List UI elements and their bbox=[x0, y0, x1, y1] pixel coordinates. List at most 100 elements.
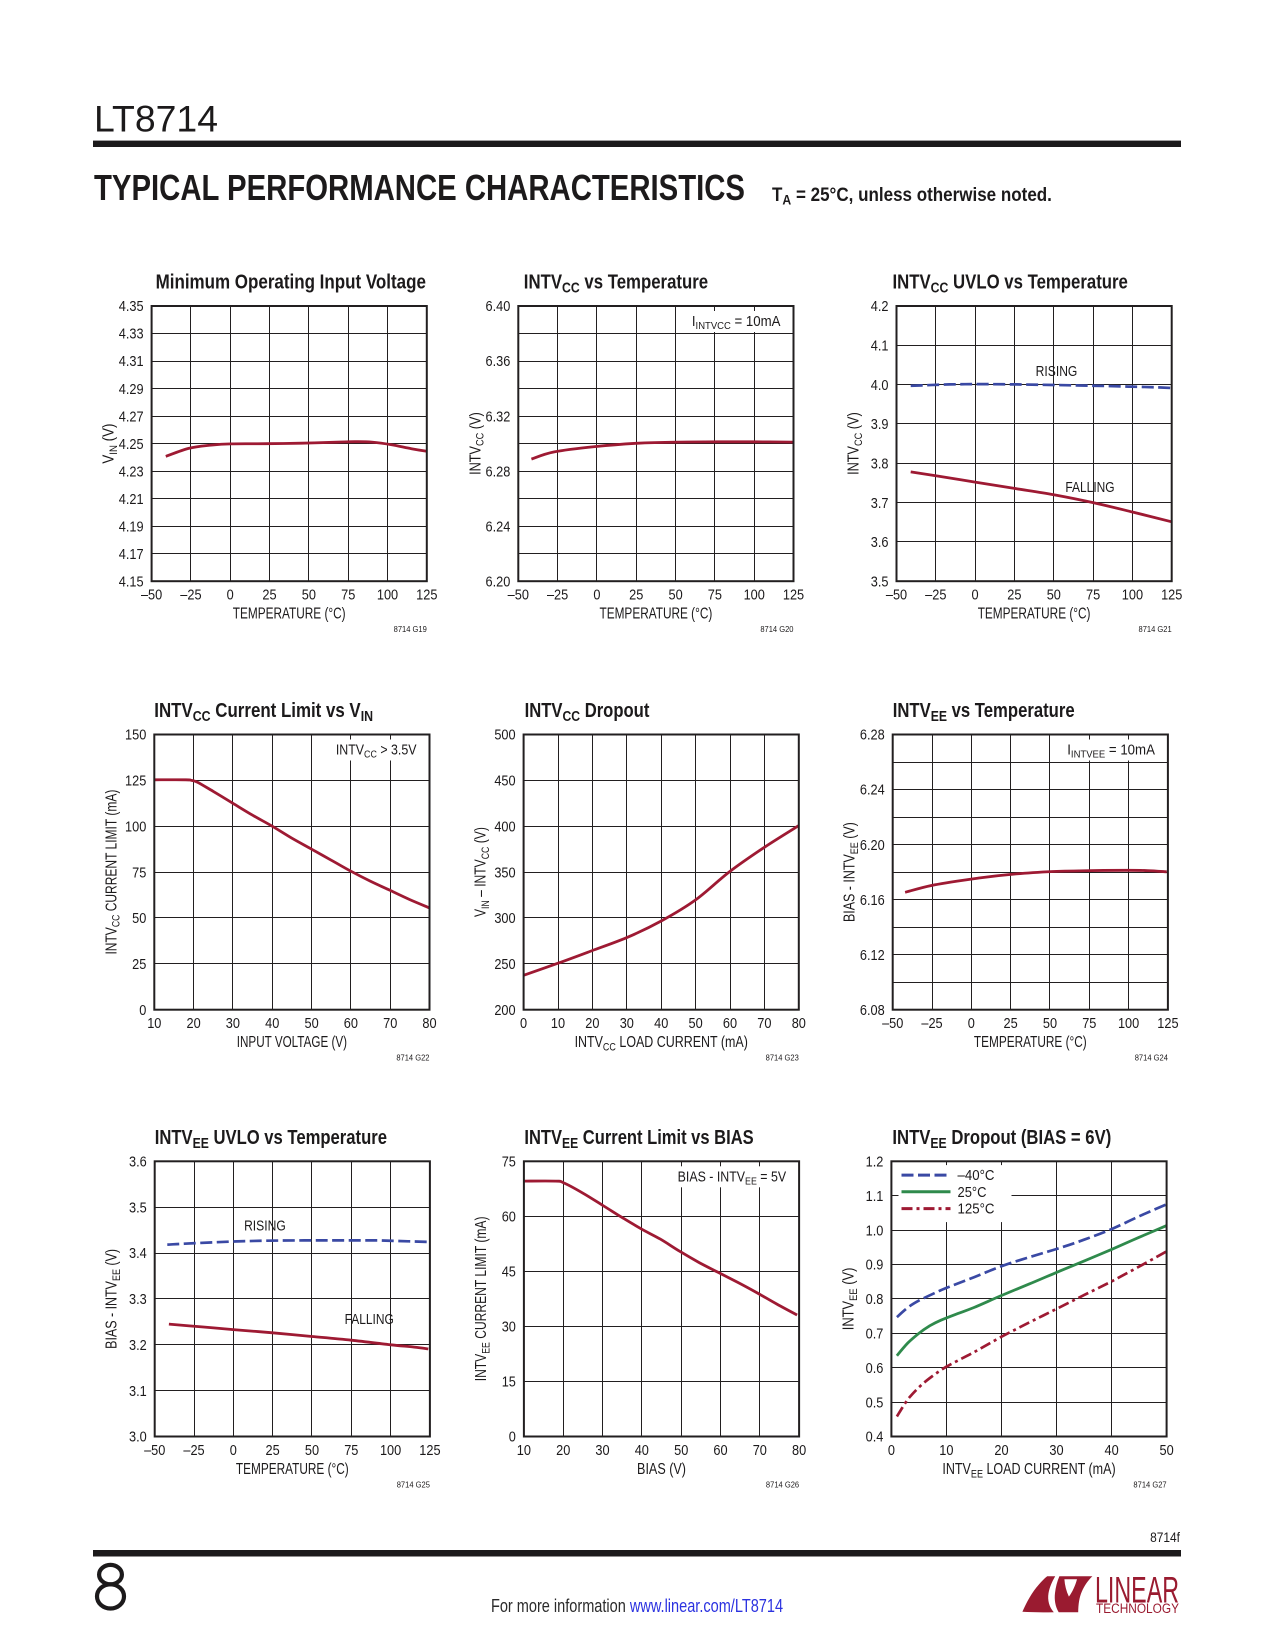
svg-text:0: 0 bbox=[593, 587, 600, 603]
svg-text:INTVEE Dropout (BIAS = 6V): INTVEE Dropout (BIAS = 6V) bbox=[892, 1125, 1111, 1151]
svg-text:60: 60 bbox=[713, 1442, 728, 1458]
svg-text:4.27: 4.27 bbox=[119, 409, 144, 425]
svg-text:RISING: RISING bbox=[1036, 363, 1078, 379]
svg-text:6.16: 6.16 bbox=[860, 892, 885, 908]
svg-text:8714 G20: 8714 G20 bbox=[760, 625, 794, 635]
svg-text:6.28: 6.28 bbox=[860, 727, 885, 743]
svg-text:8714 G24: 8714 G24 bbox=[1135, 1053, 1169, 1063]
svg-text:TEMPERATURE (°C): TEMPERATURE (°C) bbox=[974, 1034, 1087, 1051]
svg-text:3.7: 3.7 bbox=[871, 495, 889, 511]
svg-text:4.29: 4.29 bbox=[119, 381, 144, 397]
svg-text:BIAS - INTVEE (V): BIAS - INTVEE (V) bbox=[840, 822, 861, 922]
svg-text:100: 100 bbox=[377, 587, 399, 603]
svg-text:25: 25 bbox=[266, 1442, 281, 1458]
svg-text:TYPICAL PERFORMANCE CHARACTERI: TYPICAL PERFORMANCE CHARACTERISTICS bbox=[94, 167, 745, 208]
svg-text:8714 G27: 8714 G27 bbox=[1133, 1480, 1167, 1490]
svg-text:100: 100 bbox=[1118, 1015, 1140, 1031]
svg-text:30: 30 bbox=[620, 1015, 635, 1031]
svg-text:50: 50 bbox=[302, 587, 317, 603]
svg-text:8714 G19: 8714 G19 bbox=[394, 625, 428, 635]
svg-text:350: 350 bbox=[494, 865, 516, 881]
svg-text:50: 50 bbox=[305, 1442, 320, 1458]
svg-text:80: 80 bbox=[422, 1015, 437, 1031]
svg-text:6.20: 6.20 bbox=[485, 574, 510, 590]
svg-text:20: 20 bbox=[187, 1015, 202, 1031]
svg-text:125: 125 bbox=[125, 773, 147, 789]
svg-text:8714 G25: 8714 G25 bbox=[397, 1480, 431, 1490]
svg-text:150: 150 bbox=[125, 727, 147, 743]
svg-text:8714 G26: 8714 G26 bbox=[766, 1480, 800, 1490]
svg-text:–25: –25 bbox=[547, 587, 569, 603]
svg-text:3.8: 3.8 bbox=[871, 456, 889, 472]
svg-text:25: 25 bbox=[1007, 587, 1022, 603]
svg-text:4.23: 4.23 bbox=[119, 464, 144, 480]
svg-text:0: 0 bbox=[230, 1442, 237, 1458]
svg-text:75: 75 bbox=[132, 865, 147, 881]
svg-text:200: 200 bbox=[494, 1002, 516, 1018]
svg-text:125: 125 bbox=[1161, 587, 1183, 603]
svg-text:VIN (V): VIN (V) bbox=[101, 424, 120, 464]
svg-text:6.24: 6.24 bbox=[860, 782, 885, 798]
svg-text:3.2: 3.2 bbox=[129, 1337, 147, 1353]
svg-text:BIAS - INTVEE (V): BIAS - INTVEE (V) bbox=[102, 1249, 123, 1349]
svg-text:4.17: 4.17 bbox=[119, 546, 144, 562]
svg-text:TEMPERATURE (°C): TEMPERATURE (°C) bbox=[978, 605, 1091, 622]
svg-text:100: 100 bbox=[744, 587, 766, 603]
svg-text:INTVCC CURRENT LIMIT (mA): INTVCC CURRENT LIMIT (mA) bbox=[102, 790, 123, 955]
svg-text:250: 250 bbox=[494, 956, 516, 972]
svg-text:–50: –50 bbox=[141, 587, 163, 603]
svg-text:100: 100 bbox=[1122, 587, 1144, 603]
svg-text:INTVCC vs Temperature: INTVCC vs Temperature bbox=[524, 270, 708, 296]
svg-text:LINEAR: LINEAR bbox=[1095, 1570, 1179, 1611]
svg-text:0: 0 bbox=[972, 587, 979, 603]
svg-text:8714 G22: 8714 G22 bbox=[396, 1053, 430, 1063]
svg-text:INTVEE LOAD CURRENT (mA): INTVEE LOAD CURRENT (mA) bbox=[942, 1460, 1115, 1481]
svg-text:6.20: 6.20 bbox=[860, 837, 885, 853]
svg-text:INPUT VOLTAGE (V): INPUT VOLTAGE (V) bbox=[237, 1034, 347, 1051]
svg-text:75: 75 bbox=[341, 587, 356, 603]
svg-text:–50: –50 bbox=[882, 1015, 904, 1031]
svg-text:75: 75 bbox=[1082, 1015, 1097, 1031]
svg-text:0.9: 0.9 bbox=[866, 1257, 884, 1273]
svg-text:30: 30 bbox=[1049, 1442, 1064, 1458]
svg-text:3.1: 3.1 bbox=[129, 1383, 147, 1399]
svg-text:50: 50 bbox=[1047, 587, 1062, 603]
svg-text:–50: –50 bbox=[886, 587, 908, 603]
svg-text:0.7: 0.7 bbox=[866, 1326, 884, 1342]
svg-text:LT8714: LT8714 bbox=[94, 99, 218, 140]
svg-text:–25: –25 bbox=[925, 587, 947, 603]
svg-text:80: 80 bbox=[792, 1442, 807, 1458]
svg-text:125: 125 bbox=[783, 587, 805, 603]
svg-text:75: 75 bbox=[1086, 587, 1101, 603]
svg-text:50: 50 bbox=[689, 1015, 704, 1031]
svg-text:Minimum Operating Input Voltag: Minimum Operating Input Voltage bbox=[156, 270, 426, 293]
svg-text:70: 70 bbox=[753, 1442, 768, 1458]
svg-text:INTVEE UVLO vs Temperature: INTVEE UVLO vs Temperature bbox=[155, 1125, 387, 1151]
svg-text:0.8: 0.8 bbox=[866, 1291, 884, 1307]
svg-text:FALLING: FALLING bbox=[345, 1311, 394, 1327]
svg-text:6.24: 6.24 bbox=[485, 519, 510, 535]
svg-text:20: 20 bbox=[585, 1015, 600, 1031]
svg-text:8714 G21: 8714 G21 bbox=[1139, 625, 1173, 635]
svg-text:300: 300 bbox=[494, 910, 516, 926]
svg-text:25: 25 bbox=[132, 956, 147, 972]
svg-text:25: 25 bbox=[262, 587, 277, 603]
svg-text:0: 0 bbox=[139, 1002, 146, 1018]
svg-text:0.6: 0.6 bbox=[866, 1360, 884, 1376]
svg-text:125: 125 bbox=[419, 1442, 441, 1458]
svg-text:30: 30 bbox=[226, 1015, 241, 1031]
svg-text:6.40: 6.40 bbox=[485, 298, 510, 314]
svg-text:6.28: 6.28 bbox=[485, 464, 510, 480]
svg-text:INTVCC (V): INTVCC (V) bbox=[845, 412, 865, 475]
svg-text:–25: –25 bbox=[180, 587, 202, 603]
svg-text:100: 100 bbox=[380, 1442, 402, 1458]
svg-text:TECHNOLOGY: TECHNOLOGY bbox=[1096, 1601, 1179, 1616]
svg-text:0.4: 0.4 bbox=[866, 1429, 884, 1445]
svg-text:VIN – INTVCC (V): VIN – INTVCC (V) bbox=[471, 827, 492, 917]
svg-text:8714f: 8714f bbox=[1150, 1529, 1180, 1545]
svg-text:6.12: 6.12 bbox=[860, 947, 885, 963]
svg-text:125°C: 125°C bbox=[958, 1200, 995, 1217]
svg-text:4.33: 4.33 bbox=[119, 326, 144, 342]
svg-text:IINTVEE = 10mA: IINTVEE = 10mA bbox=[1067, 741, 1155, 761]
svg-text:450: 450 bbox=[494, 773, 516, 789]
